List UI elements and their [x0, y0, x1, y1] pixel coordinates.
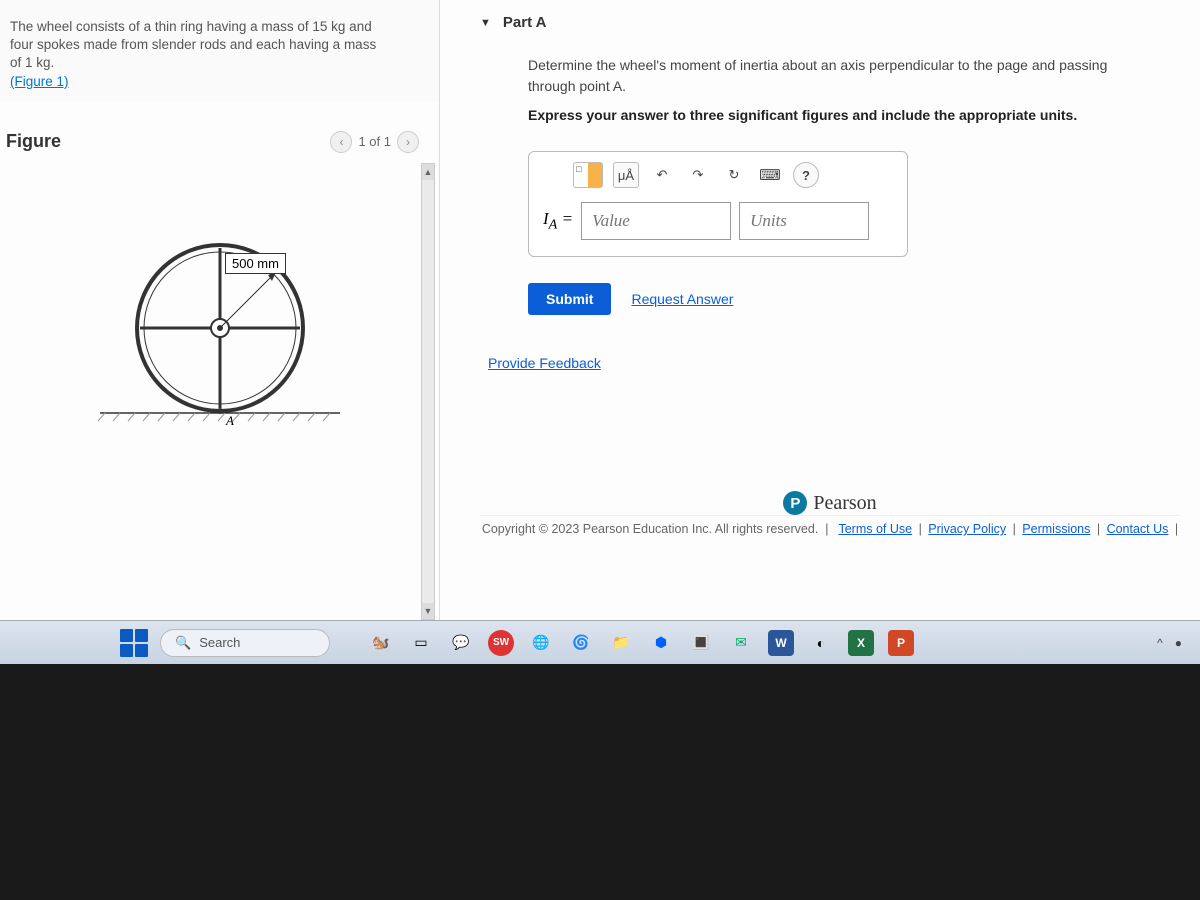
- answer-box: □ μÅ ↶ ↷ ↻ ⌨ ? IA =: [528, 151, 908, 257]
- part-header[interactable]: ▼ Part A: [480, 0, 1180, 45]
- task-icon-ppt[interactable]: P: [888, 630, 914, 656]
- value-input[interactable]: [581, 202, 731, 240]
- undo-button[interactable]: ↶: [649, 162, 675, 188]
- problem-line3: of 1 kg.: [10, 55, 54, 70]
- collapse-icon[interactable]: ▼: [480, 17, 491, 29]
- task-icon-app1[interactable]: 🔳: [688, 630, 714, 656]
- left-panel: The wheel consists of a thin ring having…: [0, 0, 440, 620]
- scroll-up-button[interactable]: ▲: [422, 164, 434, 180]
- wheel-diagram: A: [90, 193, 350, 453]
- submit-button[interactable]: Submit: [528, 283, 611, 315]
- pearson-text: Pearson: [813, 492, 876, 515]
- terms-link[interactable]: Terms of Use: [838, 522, 912, 536]
- figure-link[interactable]: (Figure 1): [10, 74, 69, 89]
- pearson-logo: P Pearson: [480, 491, 1180, 515]
- reset-button[interactable]: ↻: [721, 162, 747, 188]
- start-button[interactable]: [120, 629, 148, 657]
- search-icon: 🔍: [175, 635, 191, 651]
- scroll-down-button[interactable]: ▼: [422, 603, 434, 619]
- input-row: IA =: [543, 202, 893, 240]
- figure-prev-button[interactable]: ‹: [330, 131, 352, 153]
- problem-statement: The wheel consists of a thin ring having…: [0, 0, 439, 101]
- task-icon-mail[interactable]: ✉: [728, 630, 754, 656]
- mu-a-button[interactable]: μÅ: [613, 162, 639, 188]
- permissions-link[interactable]: Permissions: [1022, 522, 1090, 536]
- task-icon-app2[interactable]: ◐: [808, 630, 834, 656]
- right-panel: ▼ Part A Determine the wheel's moment of…: [440, 0, 1200, 620]
- figure-nav: ‹ 1 of 1 ›: [330, 131, 419, 153]
- contact-link[interactable]: Contact Us: [1107, 522, 1169, 536]
- task-icon-explorer[interactable]: 📁: [608, 630, 634, 656]
- help-button[interactable]: ?: [793, 162, 819, 188]
- copyright-bar: Copyright © 2023 Pearson Education Inc. …: [480, 515, 1180, 538]
- below-screen-area: [0, 664, 1200, 900]
- problem-line2: four spokes made from slender rods and e…: [10, 37, 376, 52]
- dimension-label: 500 mm: [225, 253, 286, 274]
- tray-icon[interactable]: ●: [1175, 636, 1182, 650]
- variable-label: IA =: [543, 209, 573, 233]
- request-answer-link[interactable]: Request Answer: [631, 291, 733, 307]
- privacy-link[interactable]: Privacy Policy: [928, 522, 1006, 536]
- task-icon-edge[interactable]: 🌀: [568, 630, 594, 656]
- task-icon-excel[interactable]: X: [848, 630, 874, 656]
- part-title: Part A: [503, 14, 547, 31]
- problem-line1: The wheel consists of a thin ring having…: [10, 19, 372, 34]
- templates-button[interactable]: □: [573, 162, 603, 188]
- taskbar-left: 🔍 Search: [120, 629, 330, 657]
- main-container: The wheel consists of a thin ring having…: [0, 0, 1200, 620]
- task-icon-chrome[interactable]: 🌐: [528, 630, 554, 656]
- copyright-text: Copyright © 2023 Pearson Education Inc. …: [482, 522, 818, 536]
- figure-nav-text: 1 of 1: [358, 134, 391, 149]
- answer-toolbar: □ μÅ ↶ ↷ ↻ ⌨ ?: [573, 162, 893, 188]
- figure-title: Figure: [6, 131, 61, 152]
- provide-feedback-link[interactable]: Provide Feedback: [488, 355, 1180, 371]
- figure-header: Figure ‹ 1 of 1 ›: [0, 101, 439, 163]
- submit-row: Submit Request Answer: [528, 283, 1180, 315]
- question-text: Determine the wheel's moment of inertia …: [528, 55, 1150, 97]
- point-a-label: A: [225, 413, 234, 428]
- units-input[interactable]: [739, 202, 869, 240]
- tray-chevron-icon[interactable]: ^: [1157, 636, 1163, 650]
- task-icon-taskview[interactable]: ▭: [408, 630, 434, 656]
- figure-area: A 500 mm ▲ ▼: [0, 163, 439, 620]
- redo-button[interactable]: ↷: [685, 162, 711, 188]
- task-icons: 🐿️ ▭ 💬 SW 🌐 🌀 📁 ⬢ 🔳 ✉ W ◐ X P: [368, 630, 914, 656]
- figure-next-button[interactable]: ›: [397, 131, 419, 153]
- keyboard-button[interactable]: ⌨: [757, 162, 783, 188]
- taskbar-search[interactable]: 🔍 Search: [160, 629, 330, 657]
- instruction-text: Express your answer to three significant…: [528, 107, 1150, 123]
- task-icon-weather[interactable]: 🐿️: [368, 630, 394, 656]
- windows-taskbar: 🔍 Search 🐿️ ▭ 💬 SW 🌐 🌀 📁 ⬢ 🔳 ✉ W ◐ X P ^…: [0, 620, 1200, 664]
- task-icon-chat[interactable]: 💬: [448, 630, 474, 656]
- taskbar-right: ^ ●: [1157, 636, 1182, 650]
- task-icon-word[interactable]: W: [768, 630, 794, 656]
- task-icon-sw[interactable]: SW: [488, 630, 514, 656]
- pearson-p-icon: P: [783, 491, 807, 515]
- figure-scrollbar[interactable]: ▲ ▼: [421, 163, 435, 620]
- search-placeholder: Search: [199, 635, 240, 650]
- task-icon-dropbox[interactable]: ⬢: [648, 630, 674, 656]
